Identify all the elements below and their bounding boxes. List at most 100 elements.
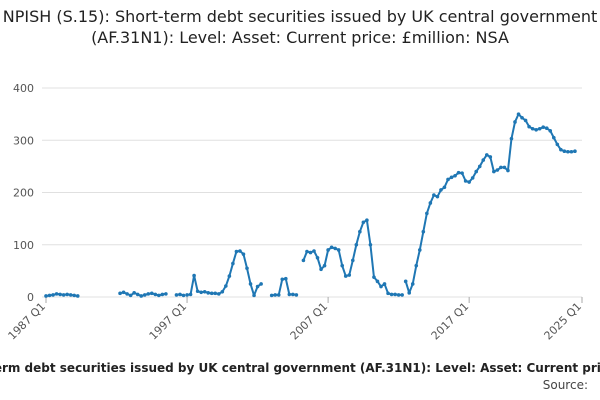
data-point [506, 168, 510, 173]
data-point [241, 252, 246, 256]
data-point [516, 112, 521, 116]
data-point [132, 291, 136, 295]
data-point [559, 147, 563, 152]
data-point [368, 242, 373, 247]
data-point [393, 292, 397, 297]
data-point [252, 293, 256, 298]
data-point [248, 282, 253, 286]
data-point [453, 173, 457, 178]
gridlines [42, 87, 582, 298]
data-point [456, 170, 461, 175]
data-point [495, 168, 500, 172]
data-point [245, 266, 249, 271]
data-point [47, 293, 52, 298]
data-point [72, 293, 77, 298]
data-point [372, 275, 376, 279]
data-point [530, 126, 535, 131]
data-point [238, 249, 242, 253]
source-label: Source: [542, 378, 588, 392]
y-tick-label: 200 [13, 187, 34, 200]
data-point [382, 282, 387, 286]
data-point [125, 292, 129, 296]
data-point [322, 263, 327, 268]
data-point [428, 201, 433, 205]
data-point [537, 126, 542, 131]
data-point [149, 291, 154, 296]
y-tick-label: 0 [27, 291, 34, 304]
data-point [192, 273, 196, 278]
data-point [513, 120, 517, 124]
x-tick-label: 1987 Q1 [6, 300, 49, 343]
data-point [61, 293, 66, 297]
data-point [326, 248, 330, 252]
data-point [51, 293, 55, 297]
data-point [128, 293, 133, 298]
data-point [449, 175, 454, 180]
data-point [421, 229, 426, 234]
data-point [54, 292, 59, 296]
data-point [160, 292, 165, 297]
data-point [206, 291, 211, 295]
data-point [202, 289, 207, 294]
data-point [224, 284, 228, 288]
data-point [157, 293, 161, 298]
data-point [65, 292, 69, 297]
data-point [467, 180, 471, 184]
data-point [269, 293, 274, 298]
data-point [361, 220, 366, 225]
data-point [396, 293, 401, 297]
chart-caption: NPISH (S.15): Short-term debt securities… [0, 361, 600, 375]
data-point [329, 245, 334, 250]
data-point [527, 124, 531, 129]
y-axis-ticks: 0 100 200 300 400 [13, 82, 34, 304]
data-point [534, 128, 538, 132]
series-line [186, 250, 263, 297]
data-point [435, 194, 440, 199]
data-point [544, 126, 549, 131]
data-point [509, 136, 514, 141]
data-point [209, 291, 214, 296]
data-point [442, 185, 447, 190]
data-point [470, 176, 475, 180]
chart-caption-text: NPISH (S.15): Short-term debt securities… [0, 361, 600, 375]
data-point [199, 290, 203, 295]
data-point [319, 267, 323, 272]
y-tick-label: 300 [13, 134, 34, 147]
data-point [139, 294, 144, 298]
data-point [273, 293, 278, 297]
data-point [308, 250, 313, 255]
data-point [231, 261, 235, 266]
data-point [350, 258, 355, 263]
data-point [312, 249, 316, 253]
data-point [569, 149, 574, 154]
data-point [287, 292, 292, 297]
data-point [523, 118, 528, 123]
data-point [213, 291, 218, 296]
y-tick-label: 100 [13, 239, 34, 252]
data-point [291, 292, 295, 297]
data-point [403, 279, 408, 284]
data-point [75, 294, 80, 298]
data-point [417, 248, 422, 252]
data-point [135, 292, 140, 297]
data-point [551, 135, 556, 140]
data-point [164, 292, 168, 296]
data-point [174, 293, 179, 297]
data-point [305, 249, 309, 254]
data-point [562, 149, 567, 154]
data-point [414, 263, 419, 268]
data-point [439, 188, 443, 192]
data-point [333, 246, 337, 251]
data-point [340, 263, 345, 268]
x-tick-label: 1997 Q1 [147, 300, 190, 343]
data-point [255, 284, 260, 289]
x-tick-label: 2017 Q1 [429, 300, 472, 343]
data-point [283, 276, 288, 281]
data-point [463, 179, 468, 183]
data-point [153, 292, 158, 297]
data-point [181, 293, 186, 298]
data-point [365, 218, 369, 222]
data-point [220, 289, 225, 294]
data-point [520, 115, 524, 120]
data-point [58, 292, 62, 297]
